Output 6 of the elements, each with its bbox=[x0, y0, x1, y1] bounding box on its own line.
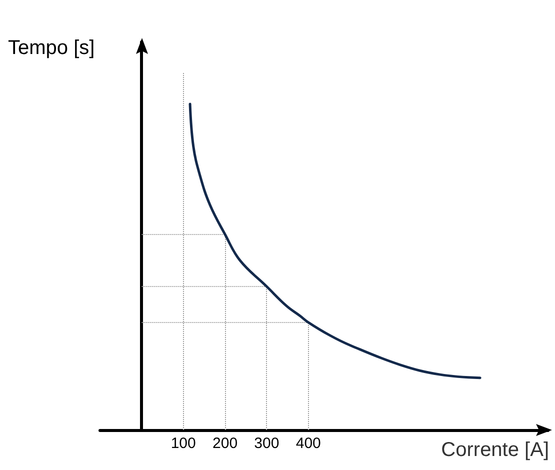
x-axis-title: Corrente [A] bbox=[441, 439, 550, 461]
x-tick-label: 400 bbox=[296, 435, 321, 452]
x-tick-label: 100 bbox=[170, 435, 196, 452]
x-tick-label: 200 bbox=[212, 435, 238, 452]
y-axis-title: Tempo [s] bbox=[8, 37, 95, 59]
x-tick-label: 300 bbox=[254, 435, 280, 452]
